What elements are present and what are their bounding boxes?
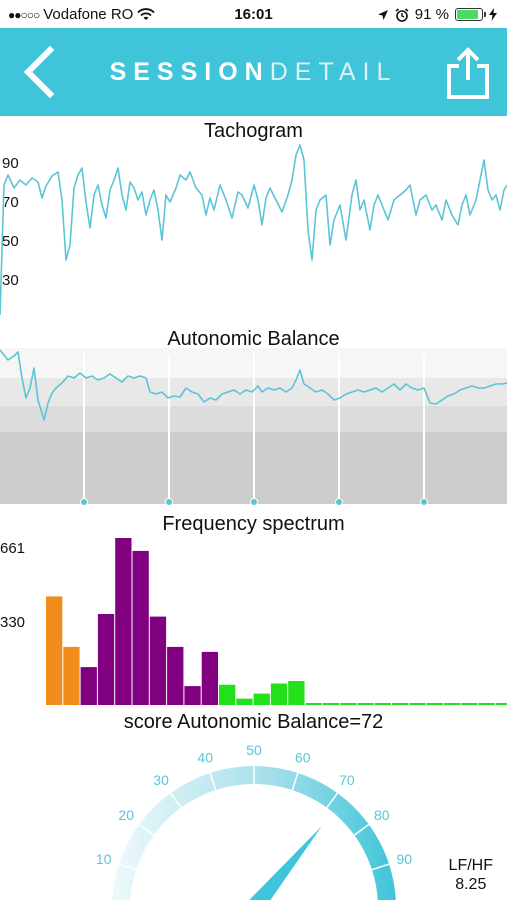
battery-icon — [455, 8, 486, 21]
tachogram-y-tick: 90 — [2, 155, 19, 172]
gauge-tick-label: 70 — [339, 772, 355, 788]
gauge-arc — [112, 766, 396, 900]
share-icon — [447, 47, 489, 99]
gauge-tick-label: 20 — [118, 807, 134, 823]
spectrum-bar-vlf — [46, 596, 63, 705]
gauge-tick — [169, 792, 182, 809]
gauge-tick — [209, 772, 217, 791]
clock: 16:01 — [234, 6, 273, 23]
autonomic-balance-gauge: 10 20 30 40 50 60 70 80 90 — [96, 742, 413, 900]
spectrum-bar-hf — [392, 703, 409, 705]
spectrum-bar-vlf — [63, 646, 80, 705]
gauge-tick — [118, 863, 137, 871]
location-icon — [377, 9, 388, 20]
gauge-tick — [138, 823, 155, 836]
spectrum-bar-hf — [288, 681, 305, 705]
tachogram-y-tick: 70 — [2, 194, 19, 211]
time-markers — [83, 354, 425, 500]
gauge-tick — [371, 863, 390, 871]
back-button[interactable] — [20, 45, 70, 100]
spectrum-bar-hf — [495, 703, 507, 705]
gauge-title: score Autonomic Balance=72 — [123, 711, 384, 733]
gauge-tick-label: 60 — [295, 750, 311, 766]
spectrum-y-tick: 330 — [0, 614, 26, 631]
gauge-tick-label: 50 — [246, 742, 262, 758]
spectrum-bar-hf — [270, 683, 288, 705]
spectrum-bar-hf — [478, 703, 495, 705]
chevron-left-icon — [23, 45, 55, 99]
lfhf-readout: LF/HF 8.25 — [449, 856, 493, 894]
spectrum-bar-hf — [461, 703, 478, 705]
gauge-tick — [353, 823, 370, 836]
spectrum-bar-lf — [149, 616, 167, 705]
page-title-detail: DETAIL — [269, 58, 398, 86]
spectrum-bar-lf — [184, 686, 201, 705]
gauge-tick-label: 40 — [197, 750, 213, 766]
spectrum-bar-lf — [80, 667, 97, 705]
spectrum-bar-lf — [132, 550, 149, 705]
carrier: ●●○○○ Vodafone RO — [8, 6, 155, 23]
spectrum-title: Frequency spectrum — [162, 513, 345, 535]
gauge-tick-label: 90 — [397, 851, 413, 867]
spectrum-bar-hf — [253, 693, 270, 705]
spectrum-bar-lf — [167, 646, 184, 705]
spectrum-bar-hf — [357, 703, 374, 705]
spectrum-bar-hf — [374, 703, 391, 705]
alarm-icon — [395, 7, 409, 22]
spectrum-bar-lf — [115, 538, 132, 705]
spectrum-bar-hf — [322, 703, 340, 705]
spectrum-bar-hf — [305, 703, 322, 705]
nav-bar: SESSIONDETAIL — [0, 28, 507, 116]
carrier-name: Vodafone RO — [43, 6, 134, 23]
tachogram-title: Tachogram — [204, 120, 303, 142]
gauge-needle — [249, 826, 322, 900]
tachogram-chart — [0, 144, 507, 316]
lfhf-label: LF/HF — [448, 857, 493, 874]
autonomic-balance-title: Autonomic Balance — [167, 328, 340, 350]
status-bar: ●●○○○ Vodafone RO 16:01 91 % — [0, 0, 507, 28]
spectrum-bar-hf — [409, 703, 426, 705]
signal-strength-icon: ●●○○○ — [8, 7, 40, 22]
tachogram-y-tick: 50 — [2, 233, 19, 250]
spectrum-bar-hf — [219, 684, 236, 705]
gauge-tick-label: 80 — [374, 807, 390, 823]
gauge-tick-label: 30 — [153, 772, 169, 788]
spectrum-bar-lf — [97, 614, 115, 705]
autonomic-balance-chart — [0, 348, 507, 506]
spectrum-chart — [46, 538, 507, 705]
gauge-tick — [326, 792, 339, 809]
spectrum-bar-lf — [201, 651, 218, 705]
battery-percent: 91 % — [414, 6, 449, 23]
spectrum-bar-hf — [426, 703, 443, 705]
page-title: SESSIONDETAIL — [0, 58, 507, 87]
share-button[interactable] — [445, 46, 495, 102]
gauge-tick — [291, 772, 299, 791]
spectrum-y-tick: 661 — [0, 540, 26, 557]
charging-icon — [489, 8, 497, 21]
gauge-tick-label: 10 — [96, 851, 112, 867]
autonomic-balance-line — [0, 349, 507, 421]
spectrum-bar-hf — [443, 703, 461, 705]
tachogram-line — [0, 144, 507, 316]
page-title-session: SESSION — [109, 58, 270, 86]
spectrum-bar-hf — [236, 698, 253, 705]
wifi-icon — [137, 8, 155, 20]
tachogram-y-tick: 30 — [2, 272, 19, 289]
lfhf-value: 8.25 — [455, 876, 487, 893]
spectrum-bar-hf — [340, 703, 357, 705]
marker-dots — [80, 498, 428, 506]
